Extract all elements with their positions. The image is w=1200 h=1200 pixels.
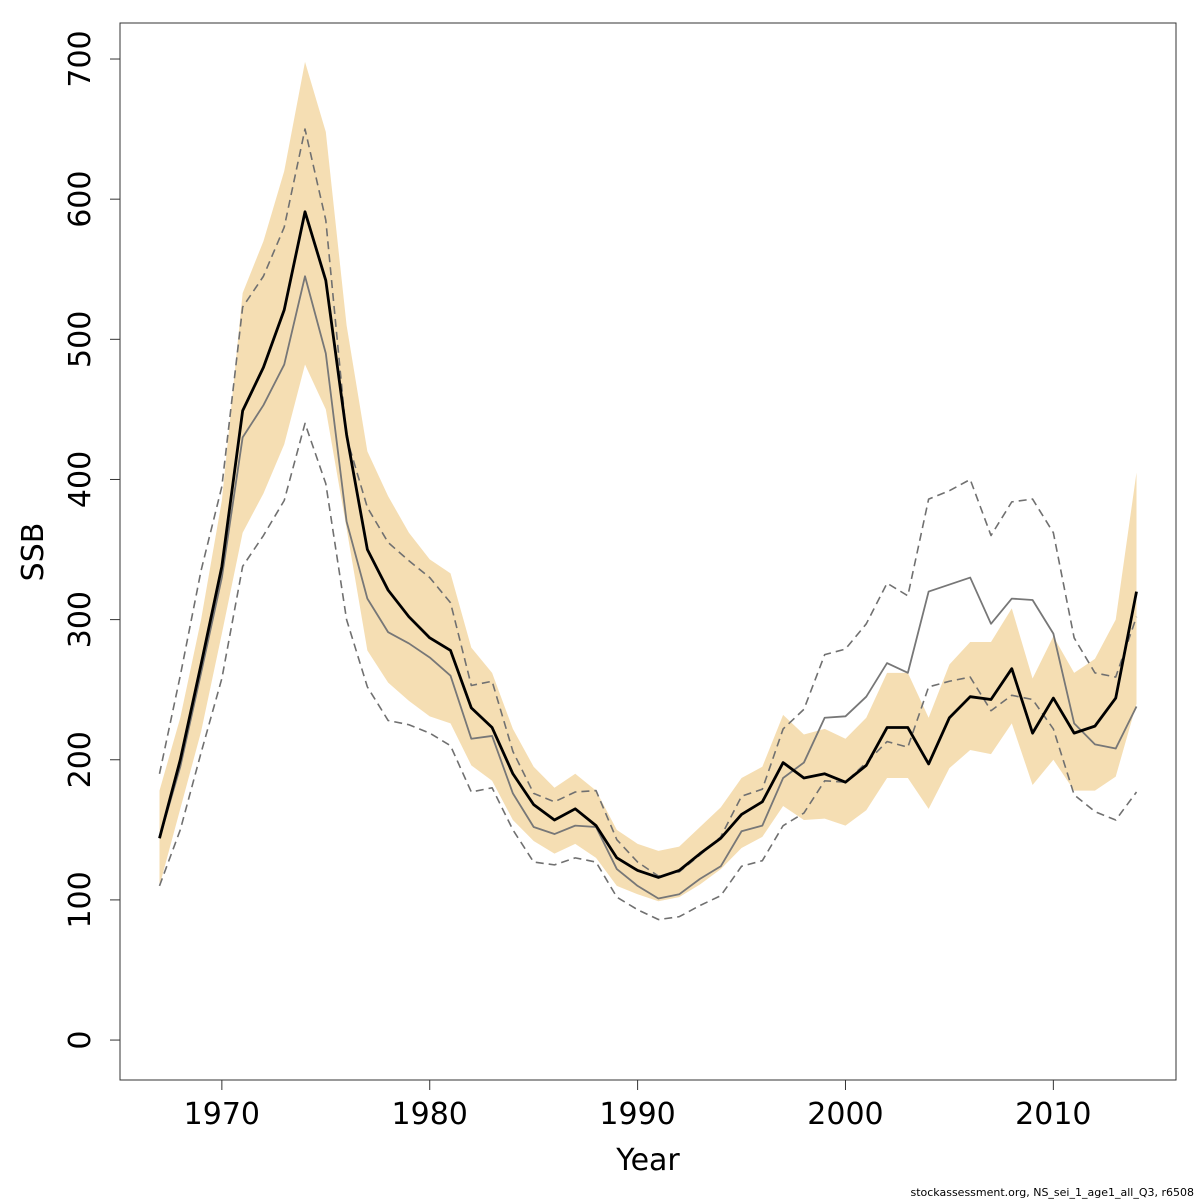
x-tick-label: 2000 — [807, 1097, 883, 1132]
series-line — [158, 422, 1138, 921]
y-tick-label: 400 — [63, 451, 98, 508]
x-tick-label: 1980 — [392, 1097, 468, 1132]
series-line — [158, 275, 1138, 900]
x-tick-label: 1970 — [184, 1097, 260, 1132]
y-tick-label: 700 — [63, 30, 98, 87]
y-tick-label: 100 — [63, 871, 98, 928]
footnote: stockassessment.org, NS_sei_1_age1_all_Q… — [910, 1186, 1194, 1199]
y-tick-label: 200 — [63, 731, 98, 788]
y-tick-label: 0 — [63, 1031, 98, 1050]
confidence-band — [159, 61, 1137, 902]
series-line — [158, 210, 1138, 879]
x-tick-label: 1990 — [599, 1097, 675, 1132]
plot-frame — [119, 22, 1177, 1081]
x-axis-label: Year — [615, 1143, 680, 1178]
series-line — [158, 128, 1138, 877]
y-axis-label: SSB — [16, 523, 51, 582]
y-tick-label: 600 — [63, 171, 98, 228]
y-tick-label: 300 — [63, 591, 98, 648]
x-tick-label: 2010 — [1015, 1097, 1091, 1132]
y-tick-label: 500 — [63, 311, 98, 368]
